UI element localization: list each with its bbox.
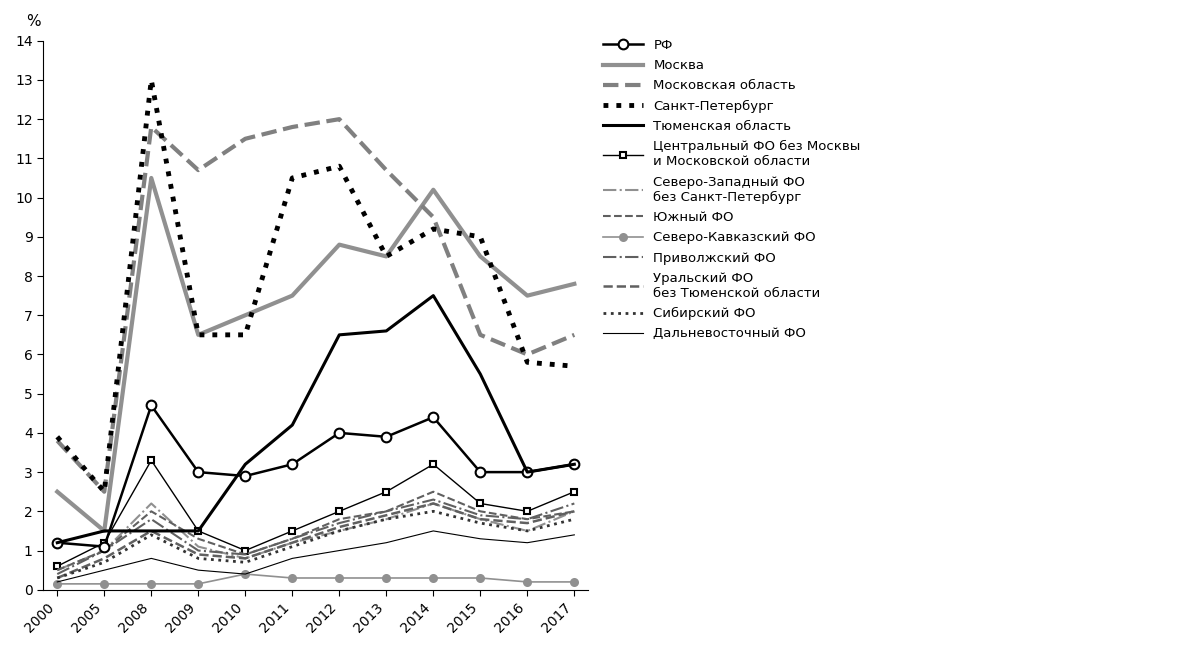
Text: %: % bbox=[26, 14, 41, 29]
Legend: РФ, Москва, Московская область, Санкт-Петербург, Тюменская область, Центральный : РФ, Москва, Московская область, Санкт-Пе… bbox=[600, 36, 863, 343]
